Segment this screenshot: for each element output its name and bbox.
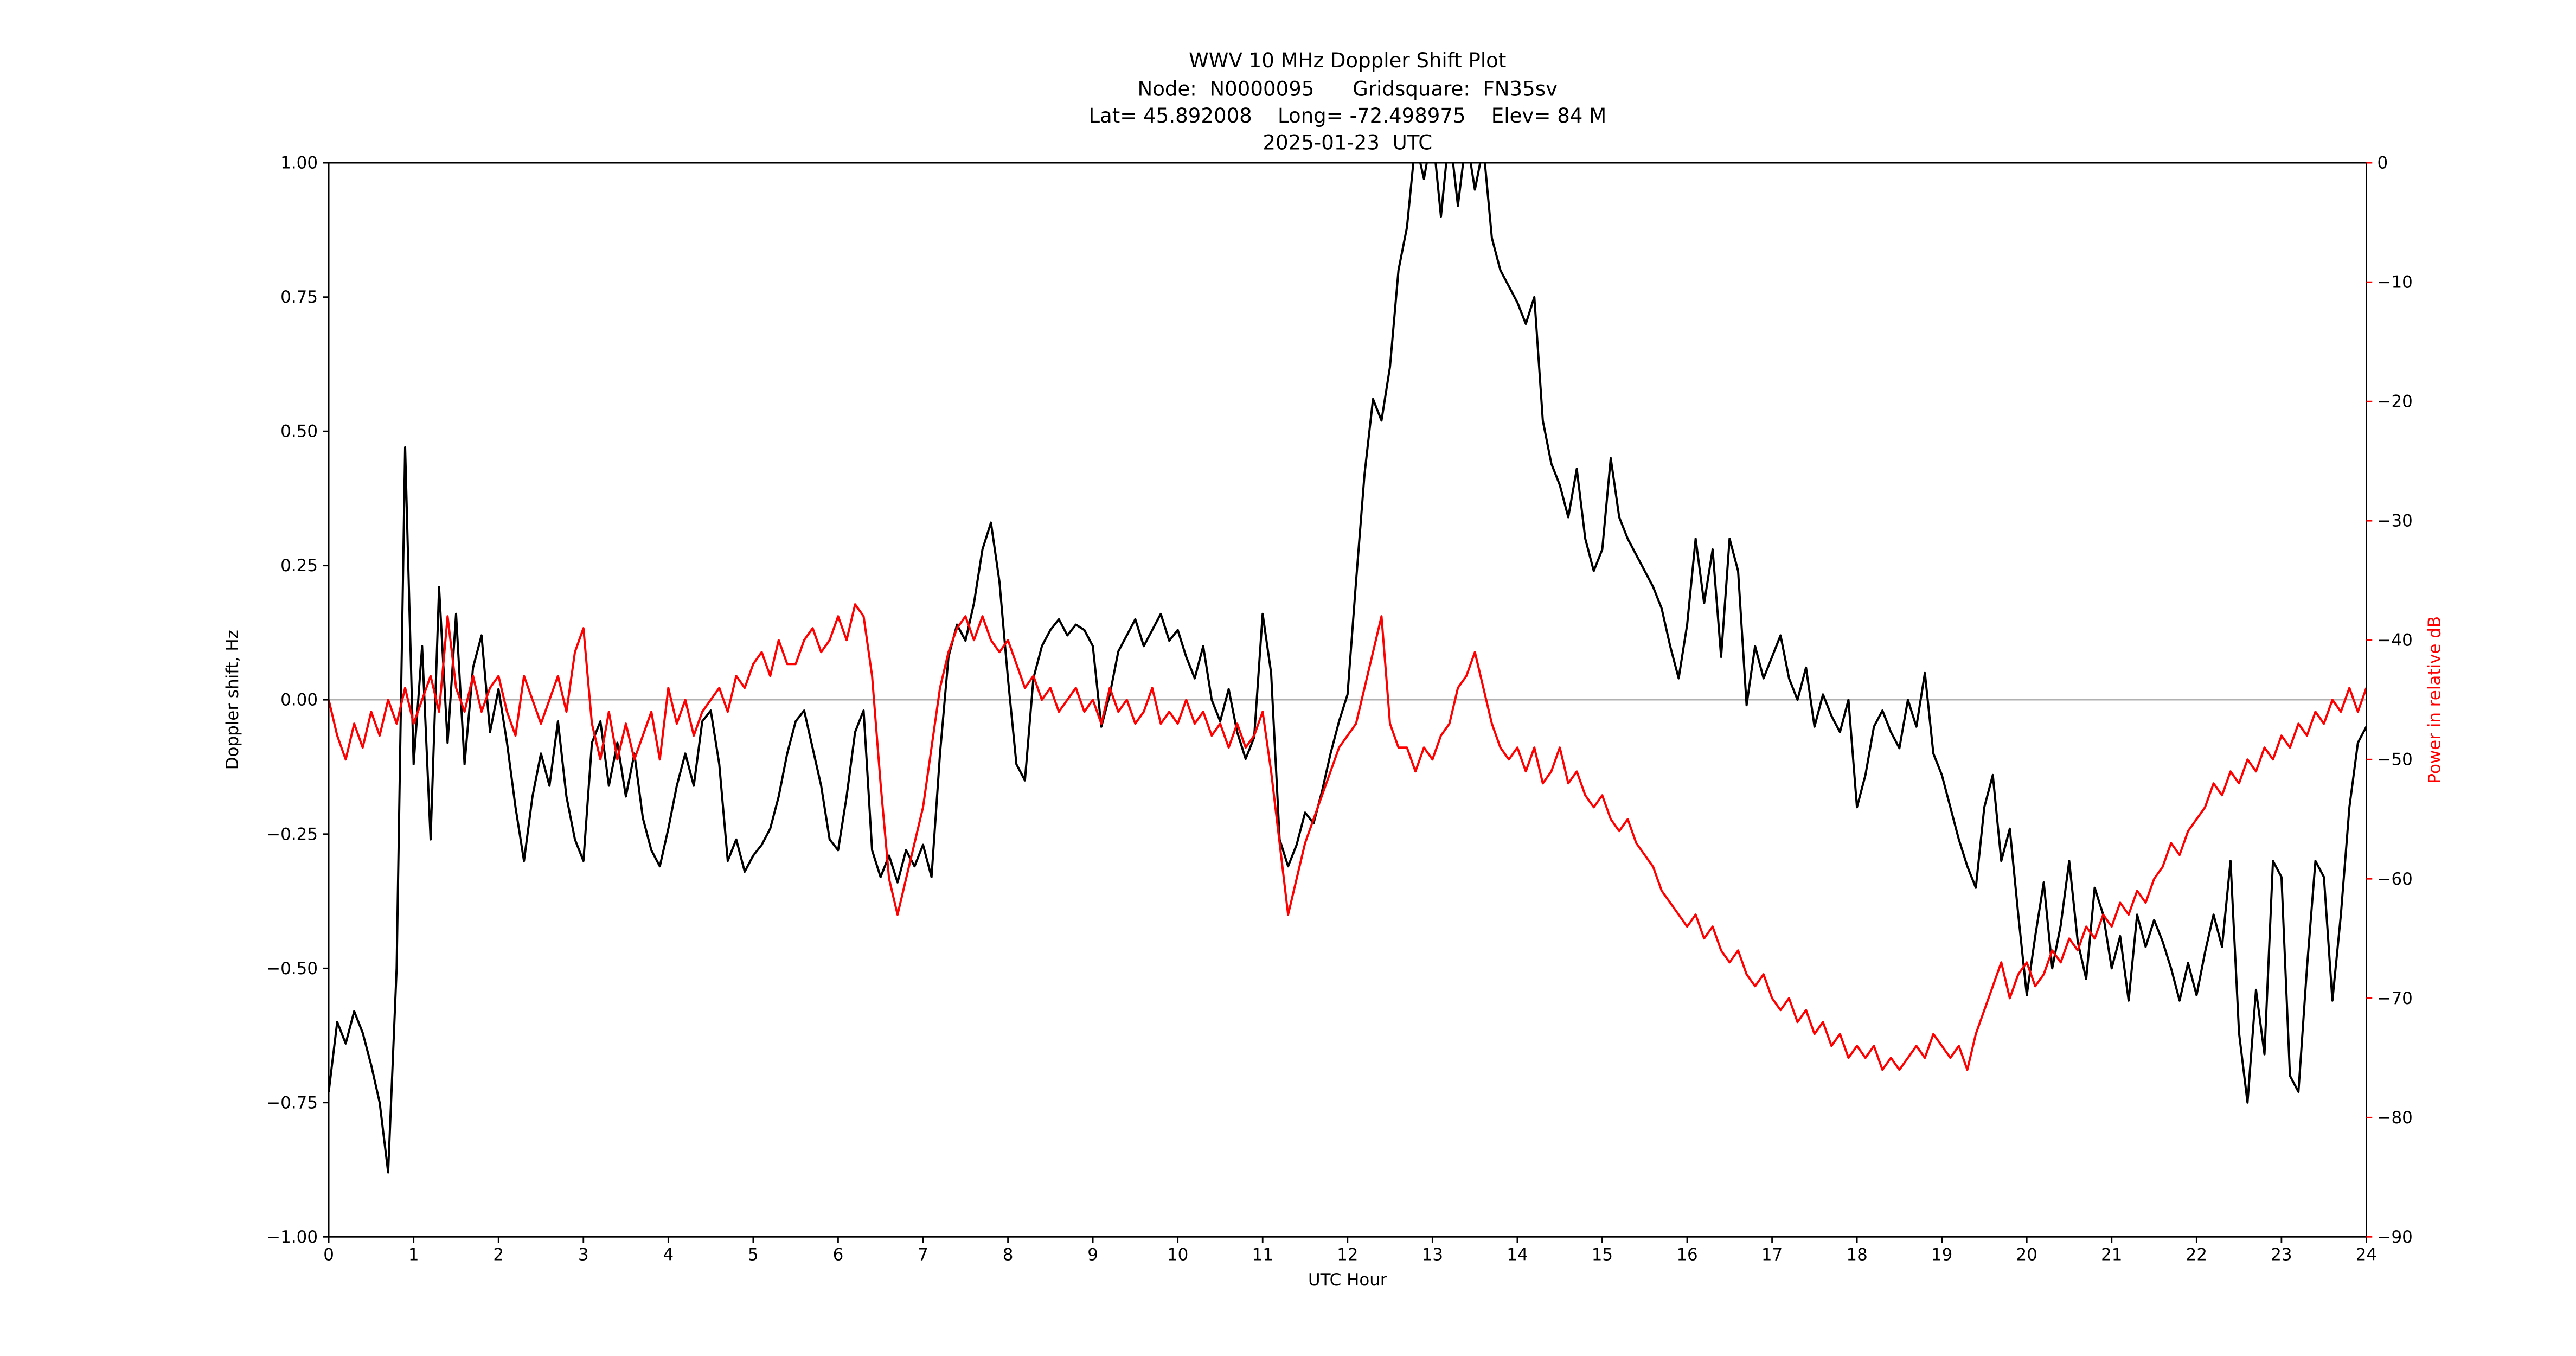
plot-header: WWV 10 MHz Doppler Shift Plot Node: N000…: [1088, 49, 1606, 155]
x-tick-label: 18: [1846, 1245, 1867, 1265]
right-tick-label: −90: [2378, 1227, 2413, 1247]
chart-title: WWV 10 MHz Doppler Shift Plot: [1189, 49, 1506, 72]
doppler-series-line: [329, 163, 2367, 1174]
x-tick-label: 22: [2186, 1245, 2207, 1265]
x-tick-label: 17: [1761, 1245, 1783, 1265]
x-tick-label: 0: [323, 1245, 334, 1265]
x-tick-label: 2: [493, 1245, 504, 1265]
x-tick-label: 8: [1003, 1245, 1014, 1265]
subtitle-node-gridsquare: Node: N0000095 Gridsquare: FN35sv: [1137, 77, 1558, 100]
left-tick-label: −0.50: [266, 959, 318, 978]
left-tick-label: 0.00: [280, 690, 318, 710]
right-tick-label: −50: [2378, 750, 2413, 770]
left-axis-label: Doppler shift, Hz: [223, 630, 242, 770]
x-tick-label: 11: [1252, 1245, 1273, 1265]
x-tick-label: 4: [663, 1245, 674, 1265]
right-axis-label: Power in relative dB: [2425, 616, 2445, 784]
x-tick-label: 21: [2101, 1245, 2122, 1265]
x-tick-label: 15: [1592, 1245, 1613, 1265]
x-tick-label: 12: [1337, 1245, 1358, 1265]
left-tick-label: 0.50: [280, 422, 318, 442]
right-axis-ticks: 0 −10 −20 −30 −40 −50 −60 −70 −80 −90: [2366, 153, 2413, 1247]
series-lines: [329, 163, 2367, 1174]
x-tick-label: 3: [578, 1245, 589, 1265]
subtitle-date-utc: 2025-01-23 UTC: [1263, 131, 1432, 154]
x-tick-label: 6: [833, 1245, 844, 1265]
x-tick-label: 19: [1931, 1245, 1952, 1265]
x-tick-label: 20: [2016, 1245, 2037, 1265]
right-tick-label: −80: [2378, 1108, 2413, 1128]
left-tick-label: −0.25: [266, 824, 318, 844]
x-tick-label: 16: [1676, 1245, 1697, 1265]
right-tick-label: −60: [2378, 869, 2413, 889]
right-tick-label: 0: [2378, 153, 2388, 173]
power-series-line: [329, 603, 2367, 1071]
x-axis-ticks: 0 1 2 3 4 5 6 7 8 9 10 11 12 13 14 15 16 17 18 19 20 21 22 23 24: [323, 1237, 2377, 1265]
left-tick-label: 1.00: [280, 153, 318, 173]
left-tick-label: 0.75: [280, 287, 318, 307]
right-tick-label: −20: [2378, 392, 2413, 412]
right-tick-label: −10: [2378, 273, 2413, 292]
left-axis-ticks: 1.00 0.75 0.50 0.25 0.00 −0.25 −0.50 −0.75 −1.00: [266, 153, 329, 1247]
x-tick-label: 5: [748, 1245, 759, 1265]
x-tick-label: 10: [1167, 1245, 1188, 1265]
x-tick-label: 1: [408, 1245, 419, 1265]
subtitle-lat-long-elev: Lat= 45.892008 Long= -72.498975 Elev= 84…: [1088, 104, 1606, 127]
left-tick-label: 0.25: [280, 556, 318, 575]
right-tick-label: −70: [2378, 989, 2413, 1008]
x-tick-label: 9: [1087, 1245, 1098, 1265]
x-axis-label: UTC Hour: [1308, 1270, 1387, 1290]
left-tick-label: −1.00: [266, 1227, 318, 1247]
x-tick-label: 23: [2271, 1245, 2292, 1265]
left-tick-label: −0.75: [266, 1093, 318, 1112]
x-tick-label: 14: [1507, 1245, 1528, 1265]
x-tick-label: 7: [918, 1245, 928, 1265]
right-tick-label: −30: [2378, 511, 2413, 531]
right-tick-label: −40: [2378, 631, 2413, 650]
x-tick-label: 13: [1422, 1245, 1443, 1265]
x-tick-label: 24: [2356, 1245, 2377, 1265]
